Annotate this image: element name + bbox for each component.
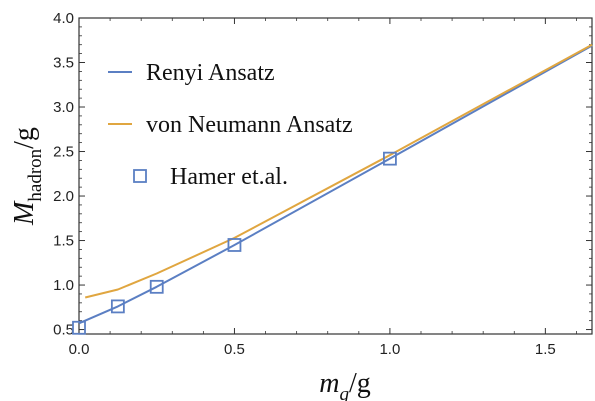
legend-label-von-neumann-ansatz: von Neumann Ansatz bbox=[146, 112, 353, 138]
series-line-von-neumann-ansatz bbox=[84, 43, 593, 299]
legend-label-renyi-ansatz: Renyi Ansatz bbox=[146, 60, 275, 86]
plot-frame bbox=[78, 17, 593, 335]
y-tick-label: 3.0 bbox=[53, 99, 74, 116]
data-point-hamer-et-al bbox=[110, 299, 125, 314]
y-tick-label: 2.5 bbox=[53, 144, 74, 161]
plot-border bbox=[78, 17, 593, 335]
legend: Renyi Ansatz von Neumann Ansatz Hamer et.a… bbox=[108, 60, 353, 190]
x-axis-label: mq/g bbox=[319, 368, 371, 401]
y-tick-label: 0.5 bbox=[53, 322, 74, 339]
legend-swatch-hamer-et-al bbox=[133, 169, 147, 183]
data-point-hamer-et-al bbox=[227, 238, 242, 252]
x-axis-ticks: 0.0 0.5 1.0 1.5 bbox=[69, 18, 577, 358]
data-point-hamer-et-al bbox=[72, 320, 86, 335]
y-tick-label: 1.0 bbox=[53, 277, 74, 294]
x-tick-label: 1.5 bbox=[535, 341, 556, 358]
x-tick-label: 0.5 bbox=[224, 341, 245, 358]
y-tick-label: 4.0 bbox=[53, 10, 74, 27]
y-tick-label: 1.5 bbox=[53, 233, 74, 250]
legend-label-hamer-et-al: Hamer et.al. bbox=[170, 164, 288, 190]
x-tick-label: 0.0 bbox=[69, 341, 90, 358]
y-tick-label: 2.0 bbox=[53, 188, 74, 205]
data-point-hamer-et-al bbox=[383, 151, 397, 166]
data-point-hamer-et-al bbox=[149, 279, 164, 294]
x-tick-label: 1.0 bbox=[379, 341, 400, 358]
y-tick-label: 3.5 bbox=[53, 55, 74, 72]
y-axis-label: Mhadron/g bbox=[9, 127, 46, 226]
series-layer bbox=[72, 43, 593, 335]
y-axis-ticks: 0.5 1.0 1.5 2.0 2.5 3.0 3.5 4.0 bbox=[53, 10, 592, 339]
